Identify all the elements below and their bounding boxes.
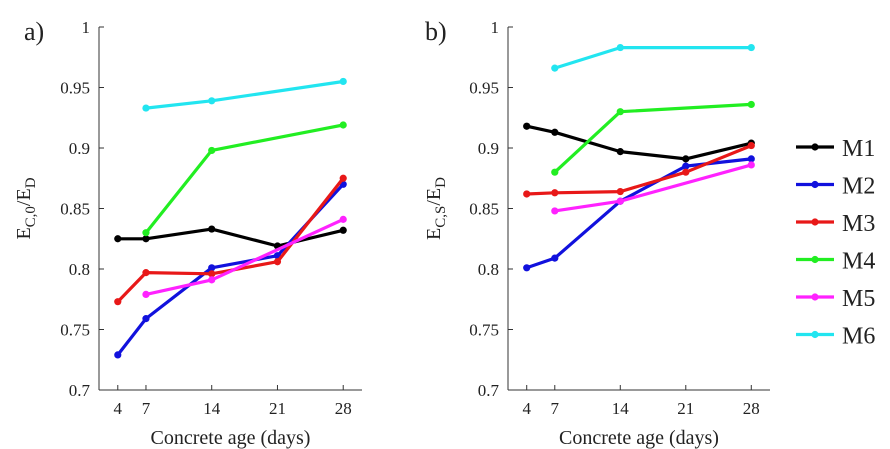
data-point-M3 bbox=[208, 270, 216, 278]
x-tick-label: 7 bbox=[551, 399, 560, 418]
y-tick-label: 1 bbox=[491, 18, 500, 37]
x-axis-label: Concrete age (days) bbox=[151, 427, 311, 449]
data-point-M3 bbox=[747, 141, 755, 150]
legend-label-M3: M3 bbox=[842, 211, 875, 237]
y-tick-label: 0.85 bbox=[60, 200, 90, 219]
panel-label: a) bbox=[24, 17, 44, 46]
data-point-M2 bbox=[114, 351, 122, 359]
panel-label: b) bbox=[425, 17, 447, 46]
legend-marker-M3 bbox=[811, 218, 819, 226]
legend-label-M6: M6 bbox=[842, 324, 875, 350]
series-line-M5 bbox=[553, 163, 753, 213]
data-point-M6 bbox=[142, 104, 150, 112]
legend-marker-M1 bbox=[811, 143, 819, 151]
legend-label-M1: M1 bbox=[842, 136, 875, 162]
data-point-M5 bbox=[551, 207, 559, 215]
legend-label-M2: M2 bbox=[842, 174, 875, 200]
y-tick-label: 0.7 bbox=[478, 381, 500, 400]
y-tick-label: 0.85 bbox=[469, 200, 499, 219]
series-line-M6 bbox=[553, 45, 753, 70]
data-point-M4 bbox=[142, 229, 150, 237]
y-tick-label: 0.75 bbox=[60, 321, 90, 340]
data-point-M4 bbox=[551, 168, 559, 176]
data-point-M6 bbox=[551, 64, 559, 72]
data-point-M6 bbox=[616, 43, 624, 52]
data-point-M5 bbox=[208, 276, 216, 284]
data-point-M6 bbox=[747, 43, 755, 52]
data-point-M1 bbox=[551, 128, 559, 136]
data-point-M1 bbox=[616, 148, 624, 156]
data-point-M2 bbox=[551, 254, 559, 262]
data-point-M3 bbox=[616, 187, 624, 196]
x-tick-label: 4 bbox=[114, 399, 123, 418]
x-tick-label: 21 bbox=[677, 399, 694, 418]
data-point-M2 bbox=[747, 155, 755, 163]
y-tick-label: 0.95 bbox=[469, 79, 499, 98]
y-tick-label: 0.9 bbox=[69, 139, 90, 158]
data-point-M3 bbox=[523, 190, 531, 198]
series-line-M1 bbox=[525, 124, 753, 161]
y-tick-label: 0.7 bbox=[69, 381, 91, 400]
series-line-M1 bbox=[116, 227, 345, 248]
data-point-M2 bbox=[682, 162, 690, 170]
data-point-M5 bbox=[142, 290, 150, 299]
legend-label-M4: M4 bbox=[842, 249, 875, 275]
legend-label-M5: M5 bbox=[842, 286, 875, 312]
y-axis-label: EC,0/ED bbox=[13, 177, 39, 239]
data-point-M4 bbox=[616, 108, 624, 116]
data-point-M5 bbox=[339, 215, 347, 223]
x-tick-label: 7 bbox=[142, 399, 151, 418]
x-tick-label: 28 bbox=[335, 399, 352, 418]
data-point-M1 bbox=[339, 226, 347, 234]
data-point-M2 bbox=[523, 264, 531, 272]
data-point-M1 bbox=[114, 235, 122, 243]
data-point-M1 bbox=[208, 225, 216, 233]
data-point-M5 bbox=[616, 197, 624, 205]
y-axis-label: EC,S/ED bbox=[423, 177, 449, 240]
legend-marker-M4 bbox=[811, 255, 819, 264]
x-tick-label: 21 bbox=[269, 399, 286, 418]
x-tick-label: 28 bbox=[743, 399, 760, 418]
legend: M1 M2 M3 M4 M5 M6 bbox=[796, 136, 875, 350]
y-tick-label: 0.8 bbox=[69, 260, 90, 279]
y-tick-label: 0.8 bbox=[478, 260, 499, 279]
data-point-M2 bbox=[208, 264, 216, 272]
y-tick-label: 0.9 bbox=[478, 139, 499, 158]
x-tick-label: 14 bbox=[203, 399, 221, 418]
data-point-M5 bbox=[747, 161, 755, 169]
series-line-M5 bbox=[144, 217, 345, 296]
legend-marker-M2 bbox=[811, 180, 819, 189]
data-point-M3 bbox=[142, 269, 150, 277]
data-point-M6 bbox=[339, 77, 347, 86]
series-line-M6 bbox=[144, 79, 345, 110]
data-point-M3 bbox=[273, 258, 282, 266]
data-point-M1 bbox=[682, 155, 690, 163]
data-point-M1 bbox=[523, 122, 531, 130]
data-point-M4 bbox=[208, 146, 216, 155]
data-point-M3 bbox=[339, 174, 347, 182]
y-tick-label: 1 bbox=[82, 18, 91, 37]
data-point-M6 bbox=[208, 97, 216, 105]
legend-marker-M6 bbox=[811, 330, 819, 339]
x-tick-label: 14 bbox=[612, 399, 630, 418]
y-tick-label: 0.75 bbox=[469, 321, 499, 340]
data-point-M4 bbox=[747, 100, 755, 109]
legend-marker-M5 bbox=[811, 293, 819, 301]
x-axis-label: Concrete age (days) bbox=[559, 427, 719, 449]
data-point-M4 bbox=[339, 121, 347, 129]
y-tick-label: 0.95 bbox=[60, 79, 90, 98]
data-point-M3 bbox=[114, 298, 122, 306]
data-point-M3 bbox=[551, 189, 559, 197]
data-point-M1 bbox=[142, 235, 150, 243]
data-point-M2 bbox=[142, 315, 150, 323]
x-tick-label: 4 bbox=[522, 399, 531, 418]
data-point-M3 bbox=[682, 168, 690, 176]
